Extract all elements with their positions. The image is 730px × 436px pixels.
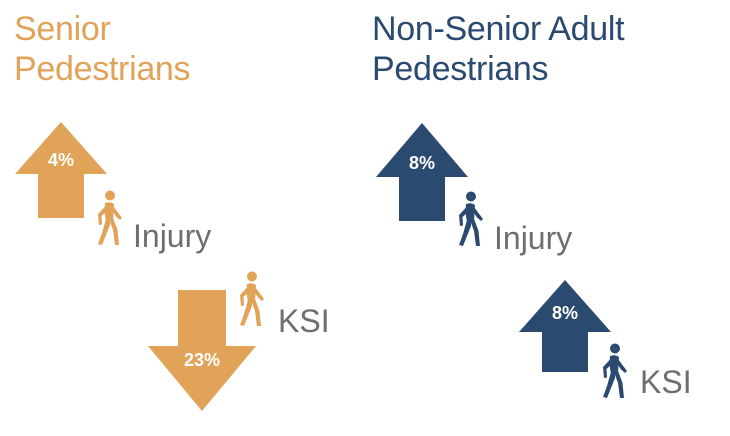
senior-ksi-percent: 23% xyxy=(183,350,221,370)
nonsenior-heading-line2: Pedestrians xyxy=(372,50,549,88)
senior-ksi-label: KSI xyxy=(278,303,330,339)
nonsenior-ksi-percent: 8% xyxy=(551,303,578,323)
nonsenior-heading-line1: Non-Senior Adult xyxy=(372,10,625,48)
senior-heading: Senior Pedestrians xyxy=(14,9,191,89)
pedestrian-icon xyxy=(92,190,126,246)
pedestrian-icon xyxy=(234,270,268,328)
nonsenior-heading: Non-Senior Adult Pedestrians xyxy=(372,9,625,89)
up-arrow-icon xyxy=(519,280,611,372)
up-arrow-icon xyxy=(15,122,107,218)
nonsenior-ksi-label: KSI xyxy=(640,364,692,400)
senior-injury-percent: 4% xyxy=(47,150,74,170)
up-arrow-icon xyxy=(376,123,468,221)
pedestrian-icon xyxy=(453,190,487,248)
down-arrow-icon xyxy=(148,290,256,411)
senior-heading-line1: Senior xyxy=(14,10,111,48)
senior-injury-label: Injury xyxy=(133,218,212,254)
pedestrian-icon xyxy=(597,342,631,400)
senior-heading-line2: Pedestrians xyxy=(14,50,191,88)
nonsenior-injury-label: Injury xyxy=(494,220,573,256)
nonsenior-injury-percent: 8% xyxy=(408,153,435,173)
